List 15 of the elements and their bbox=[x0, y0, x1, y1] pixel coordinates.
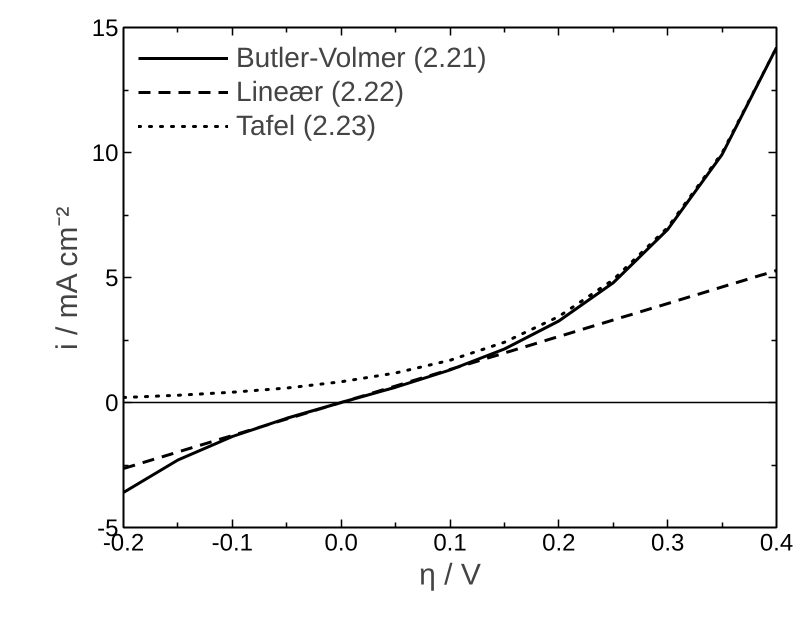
y-tick-label: 0 bbox=[105, 390, 119, 417]
x-tick-label: 0.1 bbox=[433, 530, 467, 556]
x-tick-label: 0.0 bbox=[324, 530, 358, 556]
legend-label: Lineær (2.22) bbox=[236, 76, 404, 108]
x-axis-title: η / V bbox=[419, 558, 481, 592]
y-tick-label: 10 bbox=[92, 140, 119, 167]
y-axis-title: i / mA cm⁻² bbox=[50, 206, 84, 350]
x-tick-label: 0.3 bbox=[650, 530, 684, 556]
x-tick-label: -0.1 bbox=[212, 530, 254, 556]
y-tick-label: 5 bbox=[105, 265, 119, 292]
legend-label: Tafel (2.23) bbox=[236, 110, 376, 142]
x-tick-label: 0.4 bbox=[760, 530, 793, 556]
legend-label: Butler-Volmer (2.21) bbox=[236, 42, 487, 74]
y-tick-label: 15 bbox=[92, 15, 119, 42]
x-tick-label: 0.2 bbox=[542, 530, 576, 556]
